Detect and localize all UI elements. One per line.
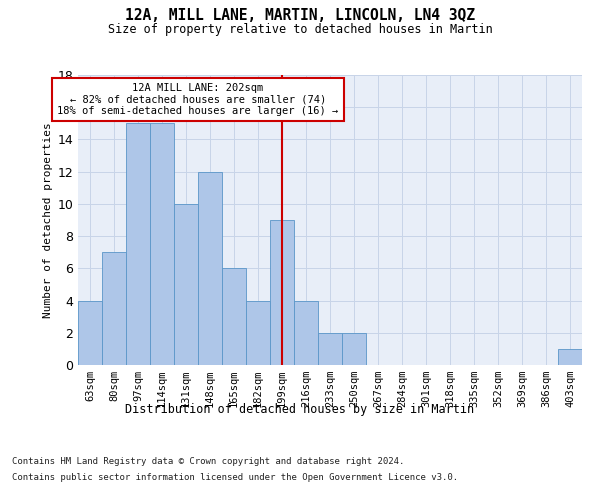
Bar bbox=[558, 349, 582, 365]
Bar bbox=[318, 333, 342, 365]
Text: Distribution of detached houses by size in Martin: Distribution of detached houses by size … bbox=[125, 402, 475, 415]
Bar bbox=[294, 300, 318, 365]
Bar bbox=[342, 333, 366, 365]
Text: Size of property relative to detached houses in Martin: Size of property relative to detached ho… bbox=[107, 22, 493, 36]
Text: 12A, MILL LANE, MARTIN, LINCOLN, LN4 3QZ: 12A, MILL LANE, MARTIN, LINCOLN, LN4 3QZ bbox=[125, 8, 475, 22]
Bar bbox=[222, 268, 246, 365]
Text: Contains public sector information licensed under the Open Government Licence v3: Contains public sector information licen… bbox=[12, 472, 458, 482]
Bar bbox=[270, 220, 294, 365]
Bar bbox=[174, 204, 198, 365]
Bar bbox=[198, 172, 222, 365]
Y-axis label: Number of detached properties: Number of detached properties bbox=[43, 122, 53, 318]
Bar bbox=[246, 300, 270, 365]
Bar bbox=[78, 300, 102, 365]
Bar bbox=[102, 252, 126, 365]
Bar bbox=[150, 124, 174, 365]
Text: 12A MILL LANE: 202sqm
← 82% of detached houses are smaller (74)
18% of semi-deta: 12A MILL LANE: 202sqm ← 82% of detached … bbox=[58, 83, 338, 116]
Bar bbox=[126, 124, 150, 365]
Text: Contains HM Land Registry data © Crown copyright and database right 2024.: Contains HM Land Registry data © Crown c… bbox=[12, 458, 404, 466]
